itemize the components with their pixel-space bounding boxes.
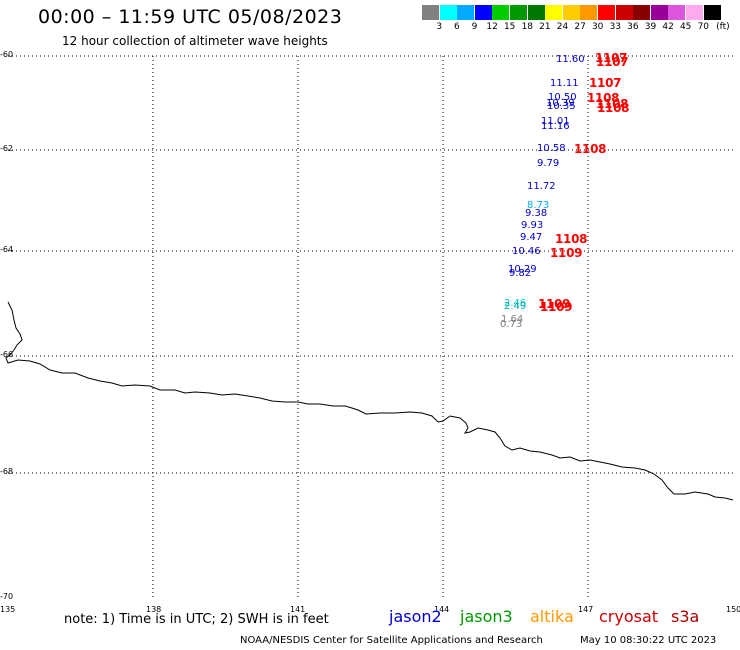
longitude-label: 141 — [290, 605, 306, 614]
pass-time-label: 1107 — [589, 76, 622, 90]
wave-height-value: 10.29 — [508, 264, 537, 275]
color-swatch — [439, 5, 457, 20]
satellite-legend-s3a: s3a — [671, 607, 700, 626]
color-swatch — [492, 5, 510, 20]
longitude-label: 135 — [0, 605, 16, 614]
wave-height-value: 9.38 — [525, 208, 548, 219]
color-scale-label: 70 — [697, 22, 710, 32]
generation-timestamp: May 10 08:30:22 UTC 2023 — [580, 635, 717, 646]
pass-time-label: 1109 — [540, 300, 573, 314]
color-swatch — [510, 5, 527, 20]
wave-height-value: 11.16 — [541, 121, 570, 132]
latitude-label: -62 — [0, 144, 14, 153]
wave-height-value: 9.93 — [521, 220, 544, 231]
pass-time-label: 1107 — [596, 55, 629, 69]
longitude-label: 138 — [146, 605, 162, 614]
graticule — [8, 55, 733, 598]
wave-height-value: 11.11 — [550, 78, 579, 89]
color-swatch — [474, 5, 492, 20]
latitude-label: -66 — [0, 350, 14, 359]
wave-height-value: 8.73 — [527, 200, 550, 211]
color-scale-label: 18 — [521, 22, 534, 32]
satellite-legend-cryosat: cryosat — [599, 607, 659, 626]
color-scale-label: 24 — [556, 22, 569, 32]
longitude-label: 150 — [726, 605, 740, 614]
latitude-label: -64 — [0, 245, 14, 254]
latitude-label: -60 — [0, 50, 14, 59]
color-swatch — [703, 5, 721, 20]
wave-height-value: 10.39 — [546, 98, 575, 109]
color-swatch — [422, 5, 439, 20]
pass-time-label: 1107 — [595, 51, 628, 65]
wave-height-value: 11.60 — [556, 54, 585, 65]
pass-time-label: 1108 — [587, 91, 620, 105]
color-scale-label: 42 — [662, 22, 674, 32]
satellite-legend-jason3: jason3 — [460, 607, 513, 626]
pass-time-label: 1108 — [555, 232, 588, 246]
wave-height-value: 10.50 — [548, 92, 577, 103]
wave-height-value: 9.47 — [520, 232, 543, 243]
color-swatch — [545, 5, 563, 20]
wave-height-value: 9.79 — [537, 158, 560, 169]
color-scale-label: 9 — [471, 22, 478, 32]
latitude-label: -68 — [0, 467, 14, 476]
wave-height-value: 9.82 — [509, 268, 532, 279]
color-scale-label: 27 — [574, 22, 586, 32]
color-swatch — [580, 5, 598, 20]
page-title: 00:00 – 11:59 UTC 05/08/2023 — [38, 6, 343, 28]
credit-line: NOAA/NESDIS Center for Satellite Applica… — [240, 635, 543, 646]
color-swatch — [650, 5, 668, 20]
color-swatch — [527, 5, 545, 20]
color-scale-label: 45 — [679, 22, 692, 32]
wave-height-value: 10.46 — [512, 246, 541, 257]
color-scale-unit: (ft) — [716, 22, 730, 32]
color-scale-label: 12 — [486, 22, 498, 32]
color-swatch — [615, 5, 633, 20]
color-scale-label: 39 — [644, 22, 657, 32]
wave-height-value: 2.46 — [504, 298, 527, 309]
pass-time-label: 1109 — [550, 246, 583, 260]
color-scale-label: 21 — [539, 22, 551, 32]
color-scale-label: 36 — [627, 22, 639, 32]
color-scale-label: 6 — [454, 22, 460, 32]
pass-time-label: 1108 — [596, 97, 629, 111]
color-scale-label: 30 — [591, 22, 604, 32]
pass-time-label: 1109 — [538, 297, 571, 311]
footnote: note: 1) Time is in UTC; 2) SWH is in fe… — [64, 612, 329, 627]
color-swatch — [686, 5, 703, 20]
longitude-label: 144 — [434, 605, 450, 614]
color-scale-label: 33 — [609, 22, 622, 32]
color-scale-label: 3 — [436, 22, 443, 32]
wave-height-value: 11.01 — [541, 116, 570, 127]
pass-time-label: 1108 — [597, 101, 630, 115]
wave-height-value: 11.72 — [527, 181, 556, 192]
longitude-label: 147 — [578, 605, 594, 614]
wave-height-value: 2.49 — [504, 301, 527, 312]
color-swatch — [598, 5, 615, 20]
page-subtitle: 12 hour collection of altimeter wave hei… — [62, 34, 328, 48]
color-swatch — [668, 5, 686, 20]
satellite-legend-jason2: jason2 — [389, 607, 442, 626]
color-swatch — [633, 5, 651, 20]
color-swatch — [562, 5, 580, 20]
wave-height-value: 10.58 — [537, 143, 566, 154]
wave-height-value: 1.64 — [501, 314, 524, 325]
satellite-legend-altika: altika — [530, 607, 574, 626]
color-swatch — [457, 5, 475, 20]
wave-height-value: 0.73 — [500, 319, 523, 330]
pass-time-label: 1108 — [574, 142, 607, 156]
antarctic-coastline — [5, 301, 734, 501]
wave-height-value: 10.35 — [547, 101, 576, 112]
color-scale-label: 15 — [503, 22, 516, 32]
latitude-label: -70 — [0, 592, 14, 601]
